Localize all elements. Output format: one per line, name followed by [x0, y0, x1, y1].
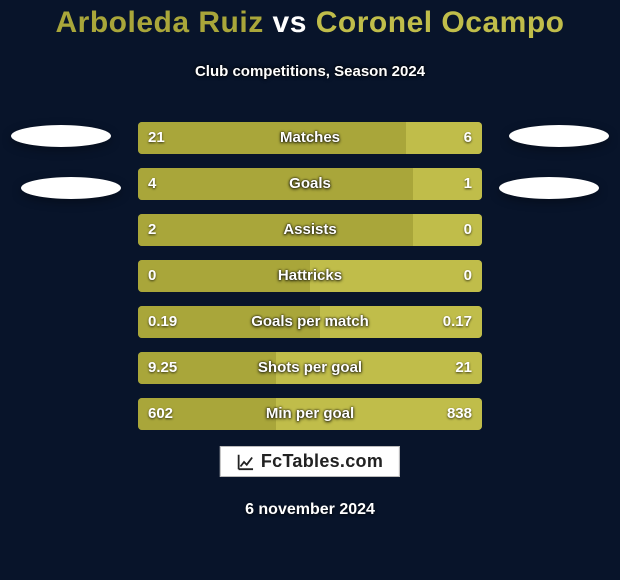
stat-row: 0.190.17Goals per match — [138, 306, 482, 338]
stat-label: Shots per goal — [138, 352, 482, 384]
stats-container: 216Matches 41Goals 20Assists 00Hattricks 0.1… — [138, 122, 482, 444]
player2-nationality-badge — [499, 177, 599, 199]
stat-label: Assists — [138, 214, 482, 246]
player1-nationality-badge — [21, 177, 121, 199]
stat-row: 41Goals — [138, 168, 482, 200]
stat-label: Goals per match — [138, 306, 482, 338]
title-player1: Arboleda Ruiz — [56, 6, 264, 39]
stat-label: Matches — [138, 122, 482, 154]
stat-row: 602838Min per goal — [138, 398, 482, 430]
title-player2: Coronel Ocampo — [316, 6, 565, 39]
title-vs: vs — [273, 6, 307, 39]
stat-label: Hattricks — [138, 260, 482, 292]
stat-label: Goals — [138, 168, 482, 200]
subtitle: Club competitions, Season 2024 — [0, 63, 620, 80]
stat-row: 00Hattricks — [138, 260, 482, 292]
stat-row: 20Assists — [138, 214, 482, 246]
stat-row: 216Matches — [138, 122, 482, 154]
watermark: FcTables.com — [220, 446, 400, 477]
chart-icon — [237, 453, 255, 471]
stat-label: Min per goal — [138, 398, 482, 430]
watermark-text: FcTables.com — [261, 451, 383, 472]
player1-team-badge — [11, 125, 111, 147]
player2-team-badge — [509, 125, 609, 147]
stat-row: 9.2521Shots per goal — [138, 352, 482, 384]
page-title: Arboleda Ruiz vs Coronel Ocampo — [0, 6, 620, 40]
date-label: 6 november 2024 — [0, 501, 620, 519]
